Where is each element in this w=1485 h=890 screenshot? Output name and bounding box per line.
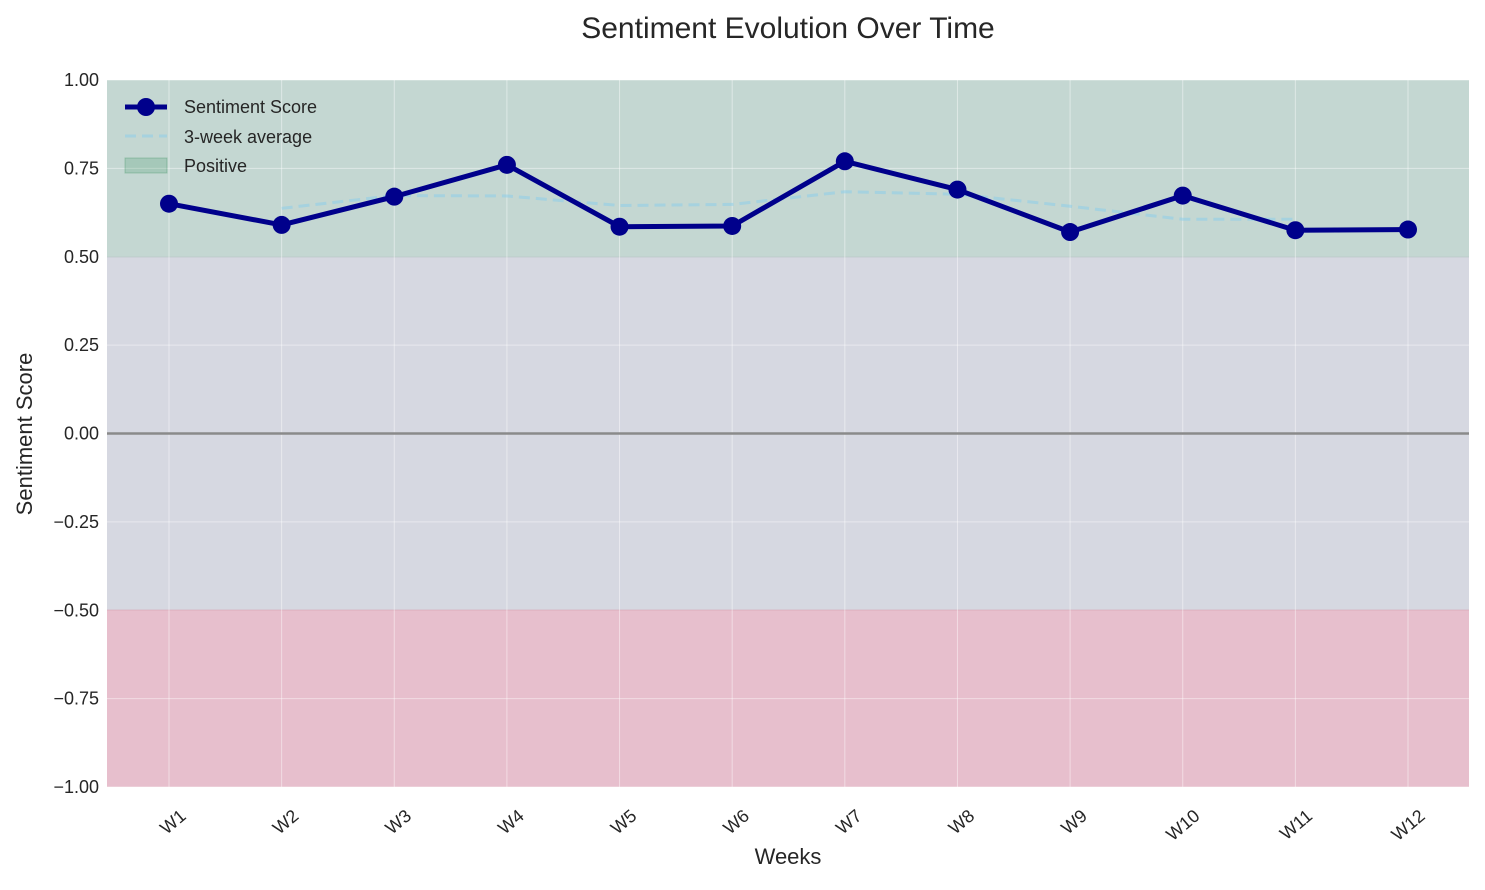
data-point-w7 xyxy=(835,152,854,171)
x-tick-label: W3 xyxy=(382,806,416,839)
x-axis-label: Weeks xyxy=(755,844,822,869)
x-tick-label: W1 xyxy=(156,806,190,839)
x-tick-label: W10 xyxy=(1162,806,1203,845)
data-point-w10 xyxy=(1173,186,1192,205)
y-tick-label: 0.75 xyxy=(64,158,99,178)
y-tick-label: −0.25 xyxy=(53,512,99,532)
y-tick-label: 0.25 xyxy=(64,335,99,355)
x-tick-label: W7 xyxy=(832,806,866,839)
x-tick-label: W8 xyxy=(945,806,979,839)
chart-title: Sentiment Evolution Over Time xyxy=(581,12,995,45)
y-axis-label: Sentiment Score xyxy=(12,353,37,516)
data-point-w1 xyxy=(160,194,178,213)
legend-swatch-positive xyxy=(124,157,168,174)
data-point-w11 xyxy=(1286,221,1305,240)
data-point-w4 xyxy=(497,155,516,174)
y-tick-label: 0.00 xyxy=(64,424,99,444)
y-tick-label: 1.00 xyxy=(64,70,99,90)
series-line-sentiment-score xyxy=(168,158,1409,235)
data-point-w9 xyxy=(1061,223,1080,242)
y-tick-label: −0.75 xyxy=(53,689,99,709)
x-tick-label: W4 xyxy=(494,806,528,839)
y-tick-label: −1.00 xyxy=(53,777,99,797)
band-region-2 xyxy=(107,610,1469,787)
band-positive xyxy=(107,80,1469,257)
x-tick-label: W2 xyxy=(269,806,303,839)
legend-label-positive: Positive xyxy=(184,156,247,176)
y-tick-label: −0.50 xyxy=(53,600,99,620)
data-point-w6 xyxy=(723,216,742,235)
x-tick-label: W5 xyxy=(607,806,641,839)
data-point-w5 xyxy=(610,217,629,236)
x-tick-label: W9 xyxy=(1057,806,1091,839)
data-point-w12 xyxy=(1399,220,1417,239)
plot-area xyxy=(107,79,1469,788)
x-tick-label: W12 xyxy=(1388,806,1429,845)
legend-label-3-week-average: 3-week average xyxy=(184,127,312,147)
legend-marker-sentiment-score xyxy=(137,98,155,116)
x-tick-label: W6 xyxy=(719,806,753,839)
data-point-w2 xyxy=(272,215,291,234)
x-tick-label: W11 xyxy=(1276,806,1316,844)
data-point-w8 xyxy=(948,180,967,199)
data-point-w3 xyxy=(385,187,404,206)
legend-label-sentiment-score: Sentiment Score xyxy=(184,97,317,117)
y-tick-label: 0.50 xyxy=(64,247,99,267)
legend: Sentiment Score 3-week average Positive xyxy=(124,97,317,176)
